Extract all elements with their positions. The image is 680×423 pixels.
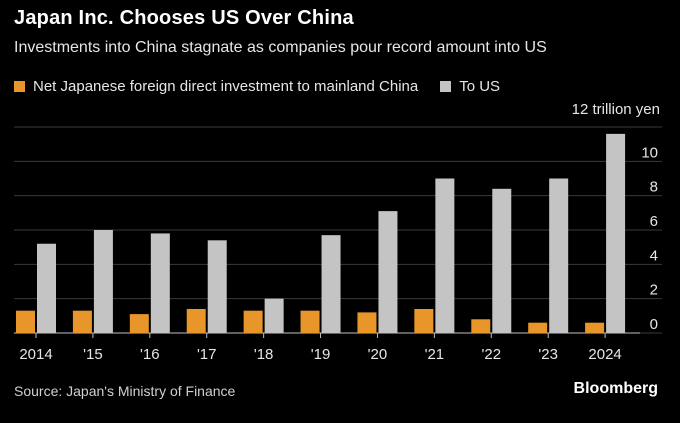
bar-us	[207, 240, 227, 333]
bar-us	[435, 178, 455, 333]
bar-us	[93, 230, 113, 333]
x-tick-label: 2014	[19, 346, 52, 363]
y-tick-label: 0	[650, 316, 658, 333]
y-axis-unit-label: 12 trillion yen	[571, 101, 660, 118]
x-tick-label: '23	[538, 346, 558, 363]
bar-china	[471, 319, 491, 333]
legend-item-china: Net Japanese foreign direct investment t…	[14, 78, 418, 95]
bar-china	[243, 310, 263, 333]
legend-label-us: To US	[459, 78, 501, 95]
y-tick-label: 8	[650, 179, 658, 196]
bar-china	[585, 322, 605, 333]
y-tick-label: 10	[641, 144, 658, 161]
bar-china	[357, 312, 377, 333]
bar-china	[528, 322, 548, 333]
legend-swatch-us	[440, 81, 452, 92]
bar-china	[300, 310, 320, 333]
bar-us	[606, 133, 626, 333]
bar-us	[378, 211, 398, 333]
legend-item-us: To US	[440, 78, 500, 95]
x-tick-label: '17	[197, 346, 217, 363]
x-tick-label: 2024	[588, 346, 621, 363]
source-note: Source: Japan's Ministry of Finance	[14, 383, 236, 399]
bar-us	[549, 178, 569, 333]
x-tick-label: '21	[425, 346, 445, 363]
legend-swatch-china	[14, 81, 25, 92]
x-tick-label: '22	[481, 346, 501, 363]
y-tick-label: 2	[650, 282, 658, 299]
bar-us	[37, 243, 56, 333]
bar-china	[186, 308, 206, 333]
chart-title: Japan Inc. Chooses US Over China	[14, 7, 354, 29]
legend-label-china: Net Japanese foreign direct investment t…	[33, 78, 419, 95]
x-tick-label: '20	[368, 346, 388, 363]
legend: Net Japanese foreign direct investment t…	[14, 78, 522, 95]
bar-china	[414, 308, 434, 333]
x-tick-label: '19	[311, 346, 331, 363]
bar-us	[264, 298, 284, 333]
bar-us	[492, 188, 512, 333]
x-tick-label: '15	[83, 346, 103, 363]
chart-subtitle: Investments into China stagnate as compa…	[14, 39, 547, 56]
bar-us	[321, 235, 341, 333]
bloomberg-logo: Bloomberg	[573, 380, 658, 397]
x-tick-label: '16	[140, 346, 160, 363]
y-tick-label: 4	[650, 247, 658, 264]
bar-china	[72, 310, 92, 333]
bar-china	[129, 314, 149, 333]
bar-us	[150, 233, 170, 333]
bar-china	[16, 310, 35, 333]
x-tick-label: '18	[254, 346, 274, 363]
y-tick-label: 6	[650, 213, 658, 230]
